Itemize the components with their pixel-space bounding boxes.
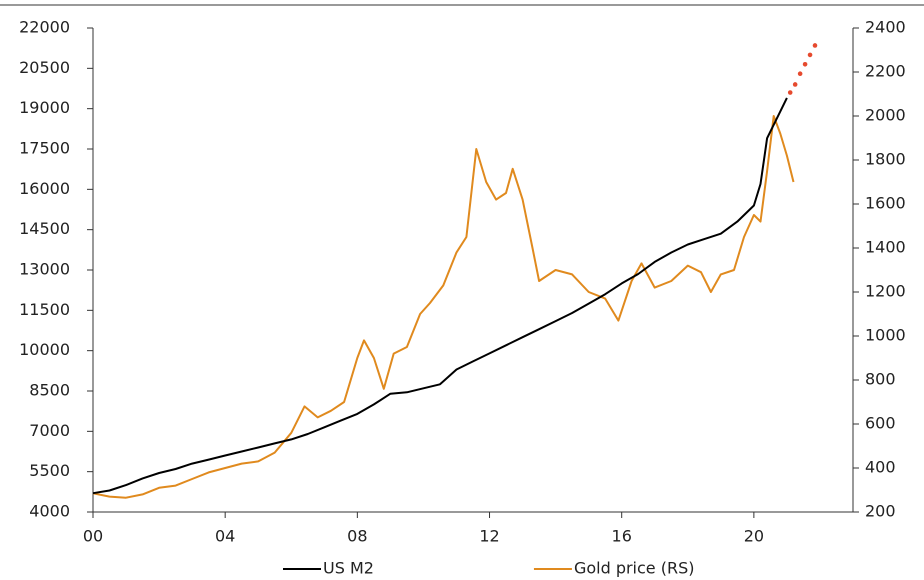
- y-tick-label: 11500: [19, 300, 70, 319]
- forecast-dot: [807, 52, 813, 58]
- forecast-dot: [802, 62, 808, 67]
- y-tick-label: 19000: [19, 98, 70, 117]
- y2-tick-label: 1600: [865, 194, 906, 213]
- x-tick-label: 00: [83, 527, 103, 546]
- y-tick-label: 5500: [29, 461, 70, 480]
- y2-tick-label: 1800: [865, 150, 906, 169]
- legend-label: Gold price (RS): [574, 559, 695, 578]
- y-tick-label: 14500: [19, 219, 70, 238]
- y2-tick-label: 200: [865, 502, 896, 521]
- y-tick-label: 7000: [29, 421, 70, 440]
- y-tick-label: 4000: [29, 502, 70, 521]
- y-tick-label: 22000: [19, 18, 70, 37]
- x-tick-label: 20: [744, 527, 764, 546]
- y-tick-label: 10000: [19, 340, 70, 359]
- y2-tick-label: 1400: [865, 238, 906, 257]
- x-tick-label: 16: [612, 527, 632, 546]
- y-tick-label: 13000: [19, 260, 70, 279]
- series-line: [92, 115, 795, 499]
- y-tick-label: 17500: [19, 139, 70, 158]
- forecast-dot: [792, 82, 798, 87]
- y2-tick-label: 2000: [865, 106, 906, 125]
- y2-tick-label: 2400: [865, 18, 906, 37]
- y2-tick-label: 800: [865, 370, 896, 389]
- forecast-dot: [787, 90, 793, 95]
- forecast-dot: [797, 71, 803, 77]
- forecast-dot: [812, 43, 818, 48]
- y-tick-label: 20500: [19, 58, 70, 77]
- x-tick-label: 08: [347, 527, 367, 546]
- x-tick-label: 12: [479, 527, 499, 546]
- y2-tick-label: 1200: [865, 282, 906, 301]
- y-tick-label: 16000: [19, 179, 70, 198]
- y2-tick-label: 600: [865, 414, 896, 433]
- legend-label: US M2: [323, 559, 374, 578]
- y2-tick-label: 400: [865, 458, 896, 477]
- y2-tick-label: 1000: [865, 326, 906, 345]
- y2-tick-label: 2200: [865, 62, 906, 81]
- y-tick-label: 8500: [29, 381, 70, 400]
- x-tick-label: 04: [215, 527, 235, 546]
- series-line: [92, 97, 788, 495]
